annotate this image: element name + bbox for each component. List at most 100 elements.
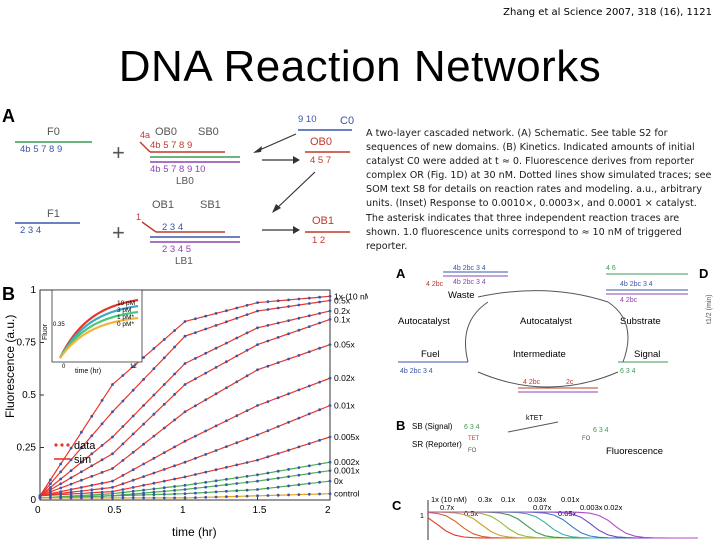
plus-sign-1: + xyxy=(112,140,125,165)
data-point xyxy=(297,466,301,469)
data-point xyxy=(162,496,166,500)
sb-label: SB (Signal) xyxy=(412,422,453,431)
data-point xyxy=(214,346,218,350)
data-point xyxy=(276,493,280,497)
inset-ylabel: Fluor xyxy=(42,323,49,340)
data-point xyxy=(173,329,177,332)
data-point xyxy=(131,478,135,482)
data-point xyxy=(328,376,332,380)
data-point xyxy=(266,324,270,327)
data-point xyxy=(328,479,332,483)
sb1-name: SB1 xyxy=(200,199,221,211)
data-point xyxy=(214,490,218,494)
data-point xyxy=(183,383,187,386)
data-point xyxy=(173,477,177,481)
data-point xyxy=(287,392,290,396)
data-point xyxy=(256,301,259,304)
data-point xyxy=(69,482,73,486)
int-domains: 4 2bc xyxy=(523,379,541,386)
series-label-8: 0.002x xyxy=(334,457,360,467)
data-point xyxy=(328,404,332,407)
data-point xyxy=(131,496,135,500)
c-label-05x: 0.5x xyxy=(464,509,478,518)
data-point xyxy=(194,377,197,381)
fuel-label: Fuel xyxy=(421,349,439,360)
data-point xyxy=(235,306,239,310)
data-point xyxy=(318,470,321,474)
data-point xyxy=(69,469,73,472)
data-point xyxy=(297,483,301,487)
ob0-toehold-strand xyxy=(139,141,151,153)
data-point xyxy=(80,496,83,500)
data-point xyxy=(287,305,290,308)
cycle-arc-right xyxy=(607,301,629,363)
ob0-output-arrowhead xyxy=(293,156,300,164)
c0-arrow xyxy=(254,133,297,153)
data-point xyxy=(59,470,63,474)
data-point xyxy=(142,404,146,407)
data-point xyxy=(245,409,249,412)
data-point xyxy=(90,452,94,456)
data-point xyxy=(194,331,197,334)
data-point xyxy=(245,488,249,492)
data-point xyxy=(225,360,228,364)
ob1-output-name: OB1 xyxy=(312,215,334,227)
data-point xyxy=(121,491,125,494)
ob0-top-domains: 4b 5 7 8 9 xyxy=(150,140,192,151)
c-label-001x: 0.01x xyxy=(561,495,580,504)
cascade-arrowhead xyxy=(272,204,281,213)
sb-domains: 6 3 4 xyxy=(464,424,480,431)
data-point xyxy=(111,435,114,439)
data-point xyxy=(318,492,321,496)
signal-domains: 6 3 4 xyxy=(620,368,636,375)
data-point xyxy=(162,479,166,483)
c-label-01x: 0.1x xyxy=(501,495,515,504)
data-point xyxy=(121,374,125,377)
data-point xyxy=(328,435,332,439)
data-point xyxy=(162,489,166,493)
data-point xyxy=(307,472,311,475)
data-point xyxy=(328,343,332,346)
data-point xyxy=(297,354,301,357)
int-toehold: 2c xyxy=(566,379,574,386)
ob0-name: OB0 xyxy=(155,126,177,138)
data-point xyxy=(214,424,218,428)
data-point xyxy=(235,489,239,493)
cascade-arrow xyxy=(274,171,316,211)
data-point xyxy=(183,334,187,338)
data-point xyxy=(173,485,177,488)
substrate-label: Substrate xyxy=(620,316,661,327)
inset-entry-10pm: 10 pM xyxy=(117,300,135,307)
data-point xyxy=(80,470,83,474)
citation: Zhang et al Science 2007, 318 (16), 1121 xyxy=(503,7,712,18)
ob1-bottom-domains: 2 3 4 5 xyxy=(162,244,191,255)
data-point xyxy=(194,491,197,495)
data-point xyxy=(318,346,321,350)
series-label-4: 0.05x xyxy=(334,340,356,350)
data-point xyxy=(256,326,259,330)
inset-xlabel: time (hr) xyxy=(75,368,101,375)
data-point xyxy=(235,354,239,358)
data-point xyxy=(121,496,125,500)
data-point xyxy=(59,496,63,500)
data-point xyxy=(235,441,239,445)
data-point xyxy=(183,483,187,487)
data-point xyxy=(328,492,332,496)
data-point xyxy=(173,418,177,422)
data-point xyxy=(183,320,187,323)
data-point xyxy=(111,479,114,483)
data-point xyxy=(225,477,228,481)
data-point xyxy=(266,339,270,343)
data-point xyxy=(287,475,290,478)
data-point xyxy=(111,452,114,456)
data-point xyxy=(266,478,270,481)
data-point xyxy=(235,476,239,480)
data-point xyxy=(245,480,249,484)
data-point xyxy=(142,483,146,487)
data-point xyxy=(204,491,208,494)
data-point xyxy=(266,364,270,368)
data-point xyxy=(318,380,321,384)
data-point xyxy=(183,410,187,414)
data-point xyxy=(100,490,104,494)
data-point xyxy=(204,485,208,489)
